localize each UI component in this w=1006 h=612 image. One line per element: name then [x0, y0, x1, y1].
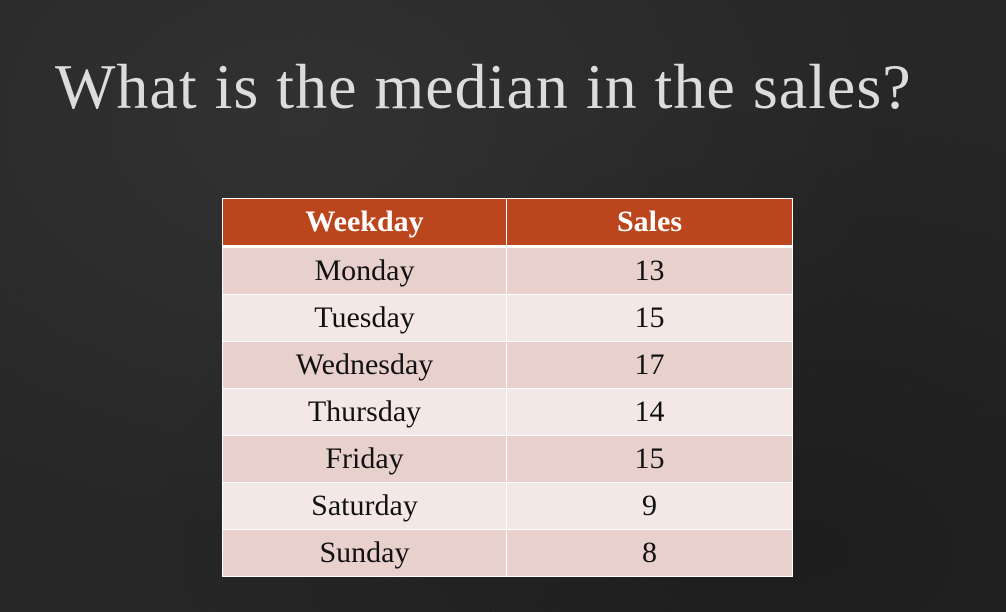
table-row: Monday 13 — [222, 246, 793, 295]
weekday-cell: Friday — [222, 435, 507, 483]
weekday-cell: Monday — [222, 246, 507, 295]
sales-cell: 13 — [506, 246, 793, 295]
weekday-cell: Wednesday — [222, 341, 507, 389]
column-header-weekday: Weekday — [222, 198, 507, 248]
sales-cell: 17 — [506, 341, 793, 389]
table-row: Wednesday 17 — [222, 341, 793, 389]
sales-cell: 9 — [506, 482, 793, 530]
table-row: Sunday 8 — [222, 529, 793, 577]
sales-cell: 15 — [506, 435, 793, 483]
sales-cell: 15 — [506, 294, 793, 342]
sales-cell: 14 — [506, 388, 793, 436]
table-row: Friday 15 — [222, 435, 793, 483]
column-header-sales: Sales — [506, 198, 793, 248]
table-row: Thursday 14 — [222, 388, 793, 436]
table-row: Tuesday 15 — [222, 294, 793, 342]
weekday-cell: Tuesday — [222, 294, 507, 342]
sales-cell: 8 — [506, 529, 793, 577]
slide-title: What is the median in the sales? — [55, 51, 912, 122]
weekday-cell: Saturday — [222, 482, 507, 530]
table-header-row: Weekday Sales — [222, 198, 793, 248]
weekday-cell: Thursday — [222, 388, 507, 436]
weekday-cell: Sunday — [222, 529, 507, 577]
sales-table: Weekday Sales Monday 13 Tuesday 15 Wedne… — [222, 198, 793, 577]
table-row: Saturday 9 — [222, 482, 793, 530]
